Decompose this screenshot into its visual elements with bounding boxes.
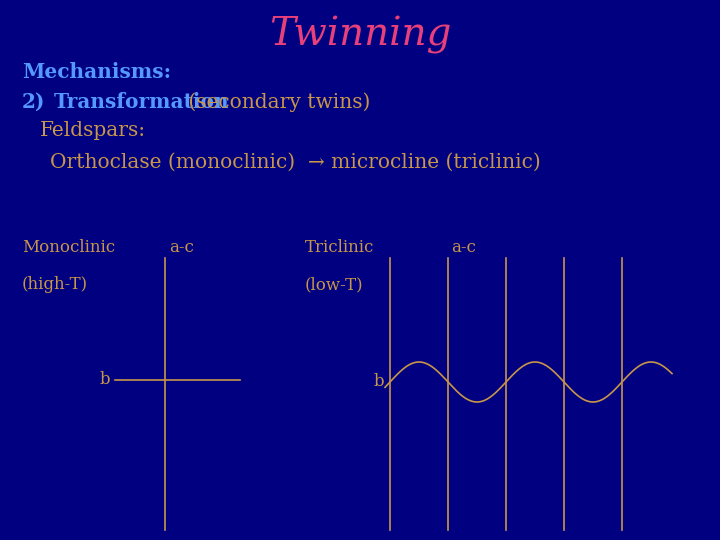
Text: (secondary twins): (secondary twins) bbox=[182, 92, 370, 112]
Text: Orthoclase (monoclinic)  → microcline (triclinic): Orthoclase (monoclinic) → microcline (tr… bbox=[50, 152, 541, 172]
Text: Triclinic: Triclinic bbox=[305, 239, 374, 256]
Text: Feldspars:: Feldspars: bbox=[40, 120, 146, 139]
Text: Mechanisms:: Mechanisms: bbox=[22, 62, 171, 82]
Text: (high-T): (high-T) bbox=[22, 276, 88, 293]
Text: a-c: a-c bbox=[451, 239, 476, 256]
Text: (low-T): (low-T) bbox=[305, 276, 364, 293]
Text: b: b bbox=[99, 372, 110, 388]
Text: a-c: a-c bbox=[169, 239, 194, 256]
Text: Transformation: Transformation bbox=[54, 92, 230, 112]
Text: 2): 2) bbox=[22, 92, 45, 112]
Text: b: b bbox=[374, 374, 384, 390]
Text: Monoclinic: Monoclinic bbox=[22, 239, 115, 256]
Text: Twinning: Twinning bbox=[269, 16, 451, 54]
